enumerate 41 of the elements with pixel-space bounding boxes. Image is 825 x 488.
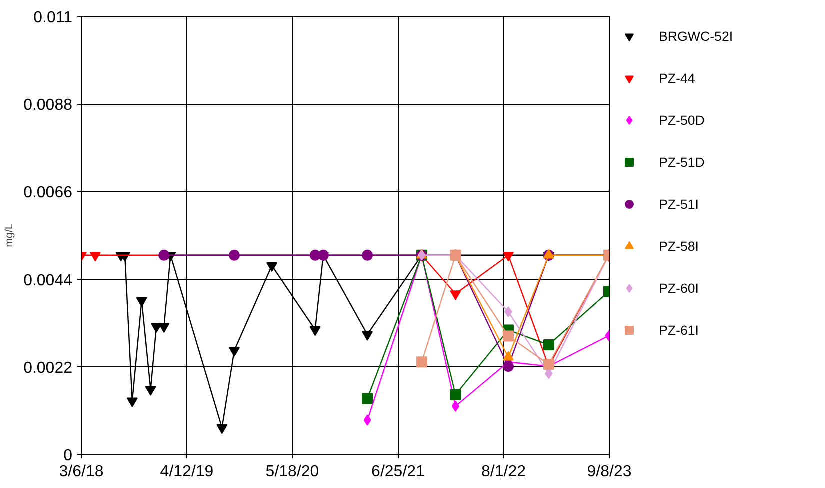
- point: [362, 331, 374, 341]
- point: [502, 361, 514, 372]
- legend-label: PZ-60I: [659, 280, 699, 296]
- y-tick-label: 0.011: [34, 10, 73, 26]
- y-tick-label: 0.0022: [24, 360, 73, 377]
- point: [228, 250, 240, 261]
- legend-label: PZ-50D: [659, 112, 705, 128]
- legend-label: PZ-61I: [659, 322, 699, 338]
- point: [543, 340, 554, 350]
- point: [228, 347, 240, 357]
- legend-label: PZ-51D: [659, 154, 705, 170]
- point: [450, 389, 462, 400]
- point: [126, 398, 138, 408]
- x-tick-label: 5/18/20: [266, 464, 320, 480]
- point: [310, 326, 321, 336]
- point: [416, 356, 428, 368]
- x-tick-label: 6/25/21: [372, 464, 426, 480]
- point: [158, 323, 170, 333]
- x-tick-label: 3/6/18: [59, 464, 104, 480]
- x-tick-label: 8/1/22: [482, 464, 526, 480]
- legend-label: BRGWC-52I: [659, 28, 734, 44]
- point: [452, 400, 460, 412]
- point: [362, 250, 374, 261]
- point: [362, 393, 374, 404]
- point: [216, 424, 228, 434]
- legend-label: PZ-58I: [659, 238, 699, 254]
- legend-label: PZ-51I: [659, 196, 699, 212]
- y-tick-label: 0.0044: [24, 272, 73, 290]
- point: [450, 290, 462, 300]
- point: [145, 386, 156, 396]
- point: [318, 250, 329, 261]
- point: [158, 250, 170, 261]
- point: [502, 330, 514, 342]
- y-tick-label: 0.0088: [24, 97, 73, 114]
- y-tick-label: 0.0066: [24, 184, 73, 202]
- y-axis-title: mg/L: [4, 224, 16, 248]
- x-tick-label: 9/8/23: [587, 464, 632, 480]
- point: [136, 297, 148, 308]
- y-tick-label: 0: [64, 448, 73, 464]
- x-tick-label: 4/12/19: [160, 464, 214, 480]
- legend-label: PZ-44: [659, 70, 696, 86]
